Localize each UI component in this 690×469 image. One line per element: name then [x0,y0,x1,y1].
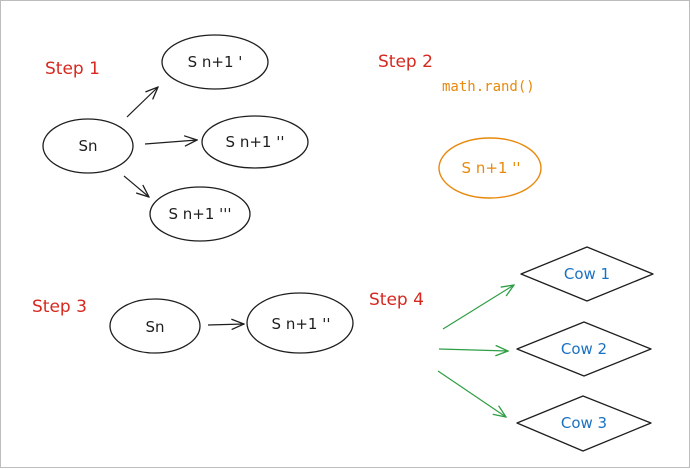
cow-text-1: Cow 1 [564,265,610,283]
step3-source-text: Sn [145,318,164,336]
step1-target-text-3: S n+1 ''' [168,205,231,223]
cow-node-3: Cow 3 [516,395,652,452]
step1-target-text-2: S n+1 '' [226,133,285,151]
step3-target-text: S n+1 '' [272,315,331,333]
step1-source-node: Sn [42,118,134,174]
step3-source-ellipse [109,298,201,354]
step4-arrow-1 [442,285,514,330]
step2-label: Step 2 [378,52,433,72]
cow-diamond-2 [516,321,652,377]
step3-label: Step 3 [32,297,87,317]
step3-target-ellipse [246,292,354,354]
cow-diamond-3 [516,395,652,452]
step1-target-ellipse-1 [161,34,269,90]
step1-target-ellipse-3 [149,186,251,242]
step1-arrow-1 [126,87,158,118]
step3-source-node: Sn [109,298,201,354]
cow-text-2: Cow 2 [561,340,607,358]
step1-label: Step 1 [45,59,100,79]
step2-selected-text: S n+1 '' [462,159,521,177]
step1-target-node-2: S n+1 '' [201,115,309,169]
cow-text-3: Cow 3 [561,414,607,432]
step1-target-text-1: S n+1 ' [188,53,243,71]
step2-code: math.rand() [442,79,535,95]
step1-target-node-3: S n+1 ''' [149,186,251,242]
cow-node-1: Cow 1 [520,246,654,302]
step4-arrow-2 [438,349,508,351]
step1-source-text: Sn [78,137,97,155]
step2-selected-node: S n+1 '' [438,137,542,199]
step4-label: Step 4 [369,290,424,310]
step3-arrow [207,324,244,325]
step2-selected-ellipse [438,137,542,199]
step1-target-node-1: S n+1 ' [161,34,269,90]
step1-arrow-2 [144,140,197,144]
step1-source-ellipse [42,118,134,174]
step1-target-ellipse-2 [201,115,309,169]
step3-target-node: S n+1 '' [246,292,354,354]
step4-arrow-3 [437,370,506,417]
cow-node-2: Cow 2 [516,321,652,377]
step1-arrow-3 [123,175,149,197]
cow-diamond-1 [520,246,654,302]
